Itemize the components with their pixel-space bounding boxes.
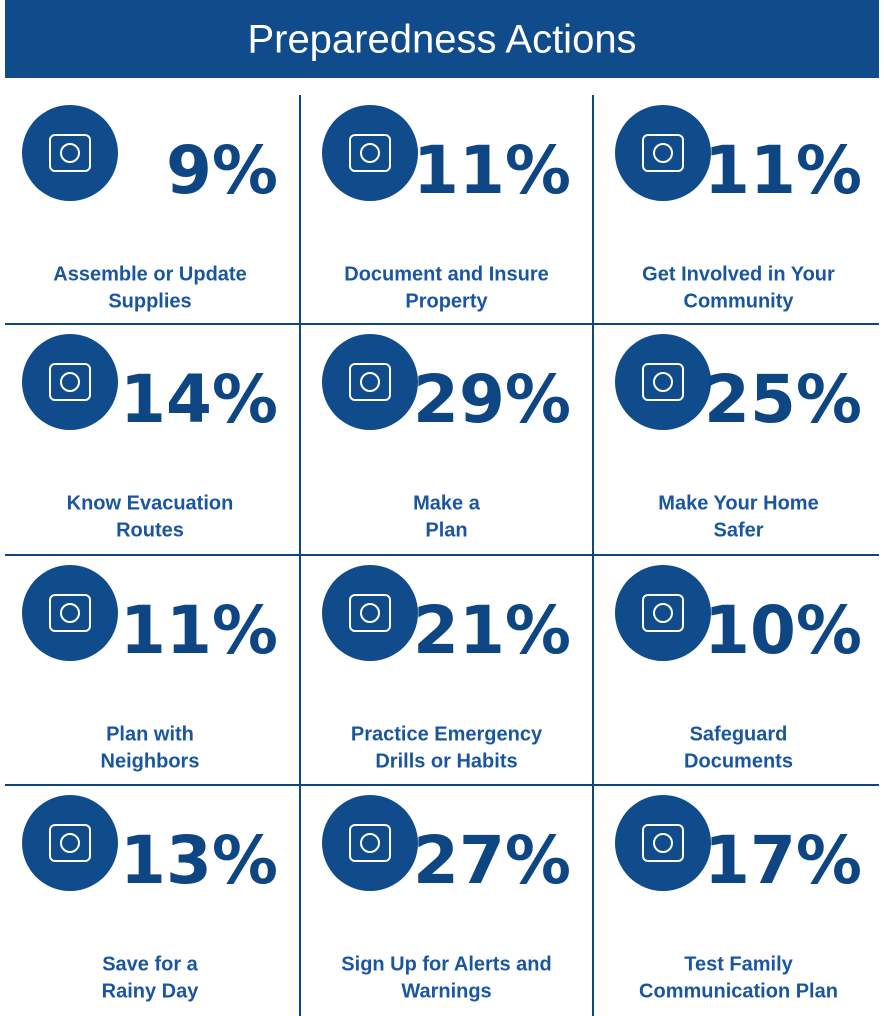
action-label: Supplies <box>108 290 191 312</box>
percentage: 11% <box>120 592 278 669</box>
icon-glyph <box>349 363 391 401</box>
percentage: 25% <box>704 361 862 438</box>
percentage: 11% <box>413 132 571 209</box>
icon-glyph <box>642 824 684 862</box>
icon-glyph <box>49 594 91 632</box>
icon-glyph <box>653 143 673 163</box>
action-label: Make a <box>413 492 481 514</box>
percentage: 29% <box>413 361 571 438</box>
icon <box>615 334 711 430</box>
percentage: 27% <box>413 822 571 899</box>
icon <box>615 795 711 891</box>
action-label: Rainy Day <box>102 980 200 1002</box>
icon-glyph <box>60 833 80 853</box>
action-label: Documents <box>684 750 793 772</box>
action-label: Safer <box>713 519 763 541</box>
percentage: 10% <box>704 592 862 669</box>
icon <box>22 565 118 661</box>
icon <box>322 334 418 430</box>
icon-glyph <box>49 363 91 401</box>
action-label: Test Family <box>684 953 793 975</box>
percentage: 13% <box>120 822 278 899</box>
action-label: Plan <box>425 519 467 541</box>
percentage: 9% <box>166 132 278 209</box>
action-label: Sign Up for Alerts and <box>341 953 551 975</box>
action-label: Document and Insure <box>344 263 548 285</box>
action-label: Warnings <box>401 980 491 1002</box>
action-label: Safeguard <box>690 723 788 745</box>
icon-glyph <box>60 372 80 392</box>
icon-glyph <box>349 134 391 172</box>
icon-glyph <box>49 134 91 172</box>
action-label: Drills or Habits <box>375 750 517 772</box>
title: Preparedness Actions <box>247 18 636 62</box>
header-bar <box>5 0 879 78</box>
action-label: Know Evacuation <box>67 492 234 514</box>
action-label: Practice Emergency <box>351 723 543 745</box>
action-label: Plan with <box>106 723 194 745</box>
icon <box>22 105 118 201</box>
icon <box>615 565 711 661</box>
action-label: Make Your Home <box>658 492 818 514</box>
action-label: Property <box>405 290 488 312</box>
icon <box>322 105 418 201</box>
icon <box>322 795 418 891</box>
icon <box>22 334 118 430</box>
icon-glyph <box>349 594 391 632</box>
icon-glyph <box>349 824 391 862</box>
action-label: Community <box>684 290 795 312</box>
action-label: Assemble or Update <box>53 263 246 285</box>
icon <box>615 105 711 201</box>
percentage: 17% <box>704 822 862 899</box>
action-label: Neighbors <box>101 750 200 772</box>
icon-glyph <box>653 372 673 392</box>
icon-glyph <box>360 143 380 163</box>
icon-glyph <box>642 363 684 401</box>
percentage: 11% <box>704 132 862 209</box>
percentage: 14% <box>120 361 278 438</box>
icon-glyph <box>60 143 80 163</box>
action-label: Get Involved in Your <box>642 263 835 285</box>
icon-glyph <box>60 603 80 623</box>
icon-glyph <box>49 824 91 862</box>
icon-glyph <box>360 372 380 392</box>
icon-glyph <box>642 594 684 632</box>
icon-glyph <box>653 603 673 623</box>
action-label: Communication Plan <box>639 980 838 1002</box>
icon <box>322 565 418 661</box>
icon <box>22 795 118 891</box>
action-label: Routes <box>116 519 184 541</box>
icon-glyph <box>360 603 380 623</box>
icon-glyph <box>653 833 673 853</box>
icon-glyph <box>360 833 380 853</box>
icon-glyph <box>642 134 684 172</box>
percentage: 21% <box>413 592 571 669</box>
action-label: Save for a <box>102 953 198 975</box>
